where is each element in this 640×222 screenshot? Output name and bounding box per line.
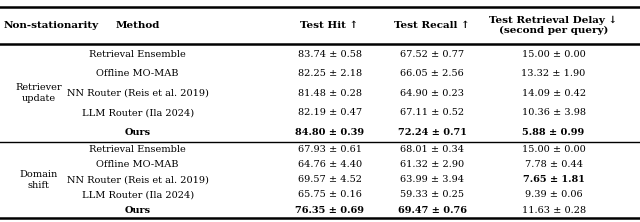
Text: 69.47 ± 0.76: 69.47 ± 0.76	[397, 206, 467, 214]
Text: Non-stationarity: Non-stationarity	[3, 21, 99, 30]
Text: 63.99 ± 3.94: 63.99 ± 3.94	[400, 175, 464, 184]
Text: 7.65 ± 1.81: 7.65 ± 1.81	[523, 175, 584, 184]
Text: 61.32 ± 2.90: 61.32 ± 2.90	[400, 160, 464, 169]
Text: 81.48 ± 0.28: 81.48 ± 0.28	[298, 89, 362, 98]
Text: 67.52 ± 0.77: 67.52 ± 0.77	[400, 50, 464, 59]
Text: 67.11 ± 0.52: 67.11 ± 0.52	[400, 108, 464, 117]
Text: 67.93 ± 0.61: 67.93 ± 0.61	[298, 145, 362, 154]
Text: 65.75 ± 0.16: 65.75 ± 0.16	[298, 190, 362, 199]
Text: LLM Router (Ila 2024): LLM Router (Ila 2024)	[81, 190, 194, 199]
Text: Test Recall ↑: Test Recall ↑	[394, 21, 470, 30]
Text: 13.32 ± 1.90: 13.32 ± 1.90	[522, 69, 586, 78]
Text: NN Router (Reis et al. 2019): NN Router (Reis et al. 2019)	[67, 89, 209, 98]
Text: Offline MO-MAB: Offline MO-MAB	[97, 69, 179, 78]
Text: NN Router (Reis et al. 2019): NN Router (Reis et al. 2019)	[67, 175, 209, 184]
Text: 14.09 ± 0.42: 14.09 ± 0.42	[522, 89, 586, 98]
Text: Ours: Ours	[125, 128, 150, 137]
Text: 82.25 ± 2.18: 82.25 ± 2.18	[298, 69, 362, 78]
Text: 83.74 ± 0.58: 83.74 ± 0.58	[298, 50, 362, 59]
Text: Ours: Ours	[125, 206, 150, 214]
Text: 66.05 ± 2.56: 66.05 ± 2.56	[400, 69, 464, 78]
Text: 7.78 ± 0.44: 7.78 ± 0.44	[525, 160, 582, 169]
Text: 59.33 ± 0.25: 59.33 ± 0.25	[400, 190, 464, 199]
Text: 64.90 ± 0.23: 64.90 ± 0.23	[400, 89, 464, 98]
Text: 82.19 ± 0.47: 82.19 ± 0.47	[298, 108, 362, 117]
Text: 72.24 ± 0.71: 72.24 ± 0.71	[397, 128, 467, 137]
Text: 76.35 ± 0.69: 76.35 ± 0.69	[295, 206, 364, 214]
Text: Test Hit ↑: Test Hit ↑	[300, 21, 359, 30]
Text: 68.01 ± 0.34: 68.01 ± 0.34	[400, 145, 464, 154]
Text: Offline MO-MAB: Offline MO-MAB	[97, 160, 179, 169]
Text: 69.57 ± 4.52: 69.57 ± 4.52	[298, 175, 362, 184]
Text: 15.00 ± 0.00: 15.00 ± 0.00	[522, 50, 586, 59]
Text: 15.00 ± 0.00: 15.00 ± 0.00	[522, 145, 586, 154]
Text: Test Retrieval Delay ↓
(second per query): Test Retrieval Delay ↓ (second per query…	[490, 16, 618, 36]
Text: 11.63 ± 0.28: 11.63 ± 0.28	[522, 206, 586, 214]
Text: 64.76 ± 4.40: 64.76 ± 4.40	[298, 160, 362, 169]
Text: 10.36 ± 3.98: 10.36 ± 3.98	[522, 108, 586, 117]
Text: 5.88 ± 0.99: 5.88 ± 0.99	[522, 128, 585, 137]
Text: Domain
shift: Domain shift	[19, 170, 58, 190]
Text: LLM Router (Ila 2024): LLM Router (Ila 2024)	[81, 108, 194, 117]
Text: 9.39 ± 0.06: 9.39 ± 0.06	[525, 190, 582, 199]
Text: 84.80 ± 0.39: 84.80 ± 0.39	[295, 128, 364, 137]
Text: Retrieval Ensemble: Retrieval Ensemble	[89, 145, 186, 154]
Text: Method: Method	[115, 21, 160, 30]
Text: Retrieval Ensemble: Retrieval Ensemble	[89, 50, 186, 59]
Text: Retriever
update: Retriever update	[15, 83, 61, 103]
